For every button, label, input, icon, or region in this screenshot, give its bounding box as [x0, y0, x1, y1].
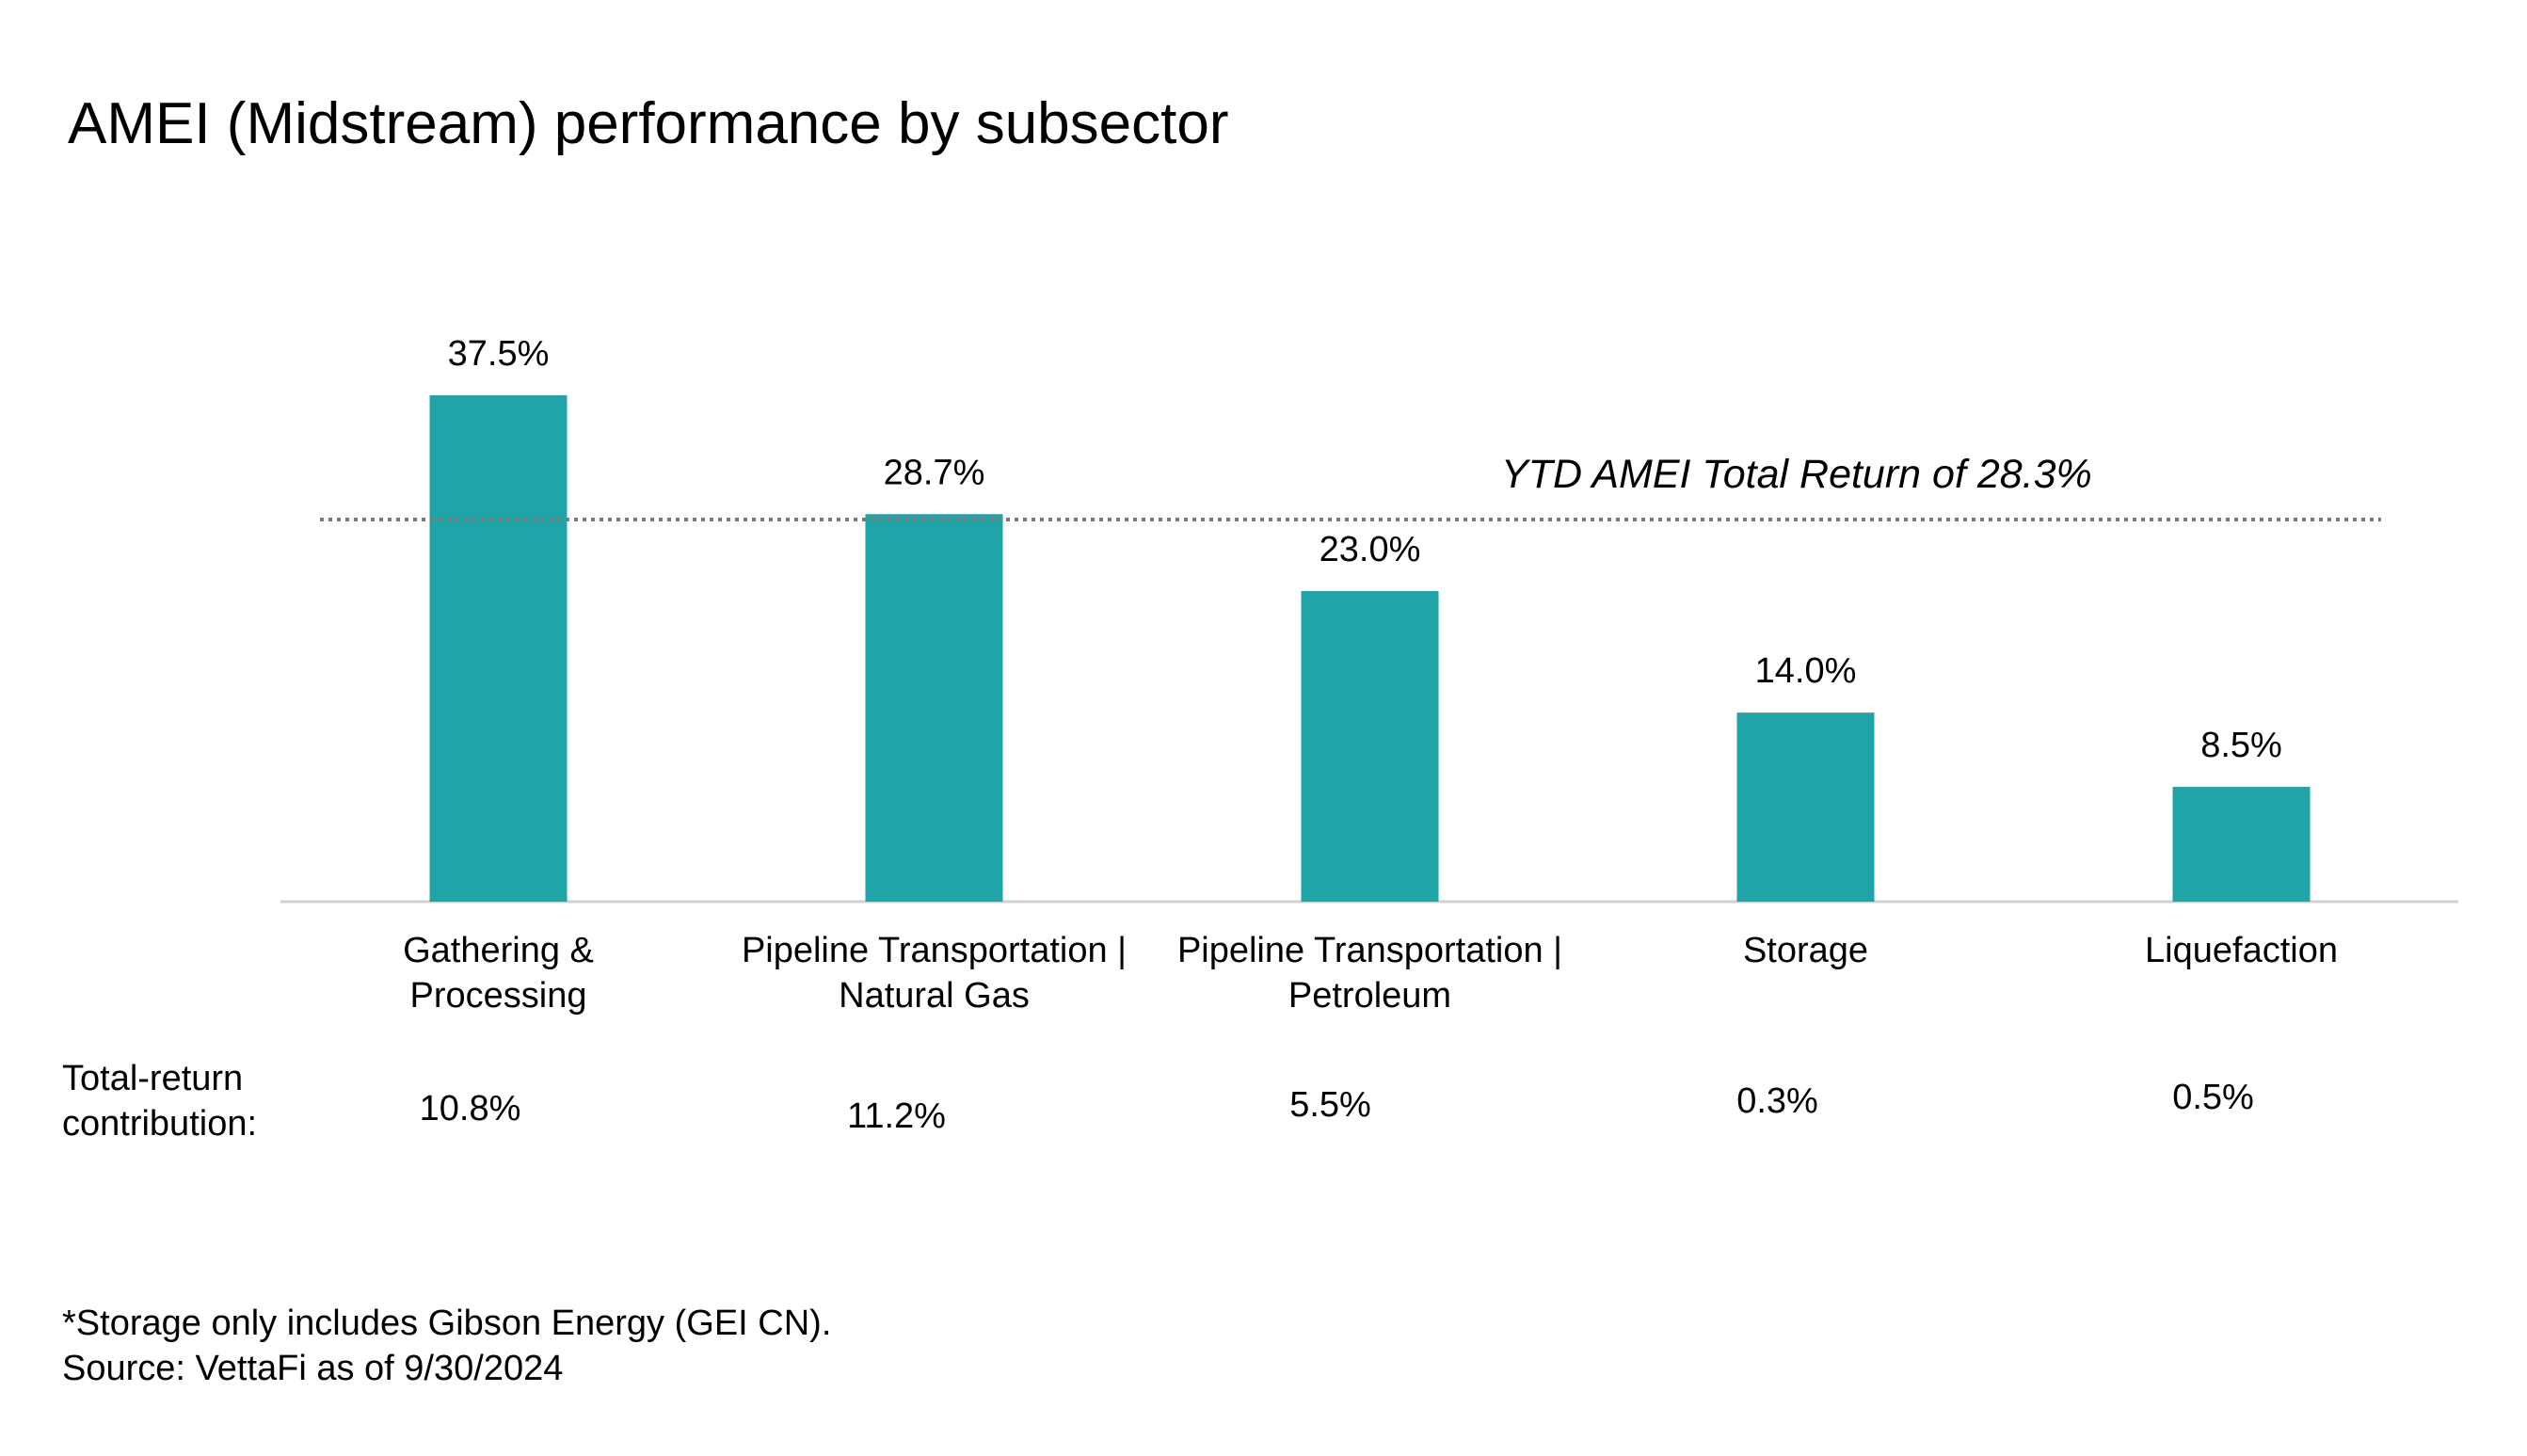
- category-label: Pipeline Transportation | Petroleum: [1177, 931, 1562, 1016]
- bar: [1301, 591, 1439, 902]
- category-label-line: Petroleum: [1288, 976, 1451, 1016]
- data-label: 28.7%: [884, 453, 985, 492]
- data-label: 14.0%: [1755, 651, 1857, 691]
- data-label: 37.5%: [448, 334, 550, 374]
- contribution-value: 10.8%: [420, 1089, 521, 1128]
- category-label: Liquefaction: [2145, 931, 2338, 970]
- category-label-line: Natural Gas: [839, 976, 1030, 1016]
- chart-title: AMEI (Midstream) performance by subsecto…: [68, 91, 1229, 156]
- contribution-row-label-line: contribution:: [62, 1104, 257, 1144]
- contribution-value: 0.3%: [1736, 1081, 1818, 1121]
- contribution-value: 11.2%: [847, 1096, 946, 1136]
- category-label: Storage: [1743, 931, 1868, 970]
- bar: [1736, 712, 1875, 902]
- data-label: 8.5%: [2200, 726, 2282, 765]
- bar: [865, 514, 1003, 902]
- bars-layer: [280, 395, 2458, 904]
- category-label-line: Pipeline Transportation |: [1177, 931, 1562, 970]
- category-label: Pipeline Transportation | Natural Gas: [742, 931, 1127, 1016]
- category-label-line: Liquefaction: [2145, 931, 2338, 970]
- bar: [429, 395, 568, 902]
- reference-line-label: YTD AMEI Total Return of 28.3%: [1501, 452, 2092, 497]
- category-label-line: Storage: [1743, 931, 1868, 970]
- contribution-value: 0.5%: [2172, 1078, 2254, 1117]
- category-label: Gathering & Processing: [403, 931, 594, 1016]
- category-label-line: Gathering &: [403, 931, 594, 970]
- contribution-row-label-line: Total-return: [62, 1059, 243, 1098]
- footnote: *Storage only includes Gibson Energy (GE…: [62, 1304, 831, 1343]
- category-label-line: Processing: [410, 976, 587, 1016]
- footnotes: *Storage only includes Gibson Energy (GE…: [62, 1304, 831, 1388]
- data-label: 23.0%: [1319, 530, 1421, 569]
- contribution-value: 5.5%: [1289, 1085, 1371, 1125]
- footnote: Source: VettaFi as of 9/30/2024: [62, 1349, 563, 1388]
- bar: [2172, 787, 2311, 902]
- labels-layer: 37.5% Gathering & Processing 10.8% 28.7% Pipe…: [62, 334, 2381, 1144]
- contribution-row-label: Total-return contribution:: [62, 1059, 257, 1144]
- category-label-line: Pipeline Transportation |: [742, 931, 1127, 970]
